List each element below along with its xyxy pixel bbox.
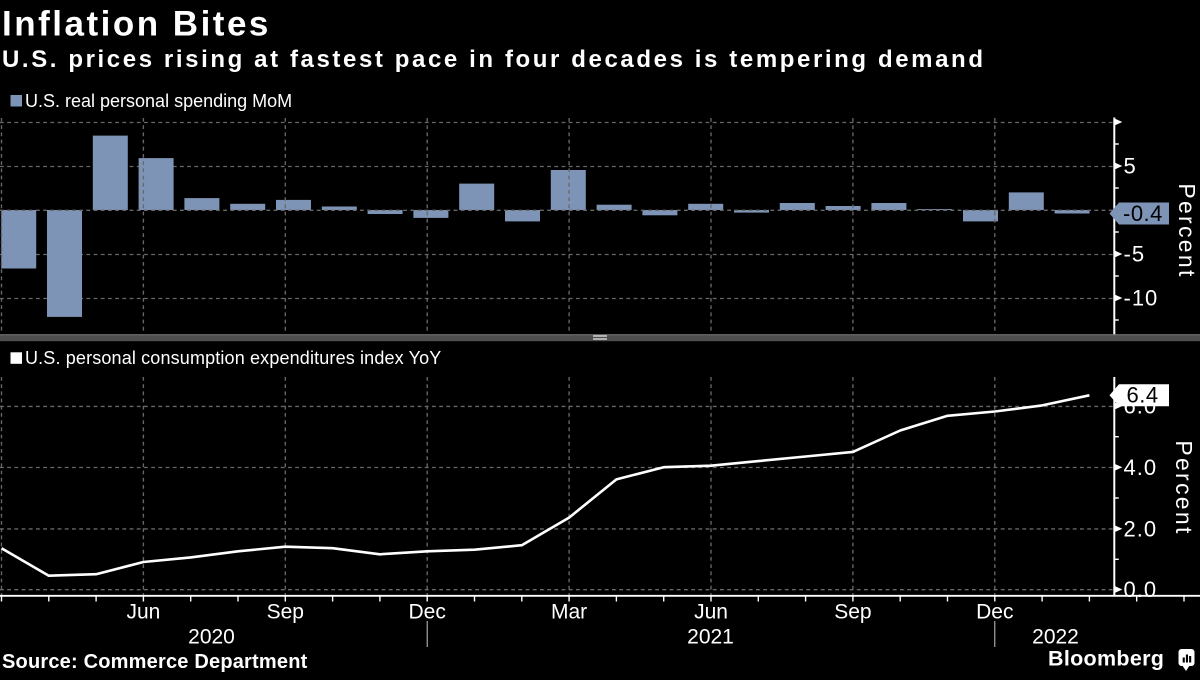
svg-text:Percent: Percent xyxy=(1174,183,1200,278)
svg-text:Jun: Jun xyxy=(694,601,728,624)
svg-text:Dec: Dec xyxy=(976,601,1013,624)
svg-text:U.S. personal consumption expe: U.S. personal consumption expenditures i… xyxy=(25,348,441,368)
svg-text:5: 5 xyxy=(1124,154,1137,179)
svg-text:2022: 2022 xyxy=(1032,626,1079,649)
svg-text:Jun: Jun xyxy=(126,601,160,624)
svg-text:-5: -5 xyxy=(1124,242,1146,267)
svg-text:2020: 2020 xyxy=(188,626,235,649)
svg-text:Bloomberg: Bloomberg xyxy=(1048,647,1164,671)
svg-text:6.4: 6.4 xyxy=(1127,383,1159,408)
svg-text:-0.4: -0.4 xyxy=(1123,201,1163,226)
svg-text:2021: 2021 xyxy=(687,626,734,649)
svg-text:Sep: Sep xyxy=(267,601,304,624)
svg-text:Mar: Mar xyxy=(551,601,587,624)
svg-text:-10: -10 xyxy=(1124,286,1159,311)
svg-text:4.0: 4.0 xyxy=(1124,455,1158,480)
svg-text:0.0: 0.0 xyxy=(1124,577,1158,602)
svg-text:Inflation Bites: Inflation Bites xyxy=(2,5,271,44)
svg-text:Source: Commerce Department: Source: Commerce Department xyxy=(2,651,308,673)
svg-text:Dec: Dec xyxy=(409,601,446,624)
svg-text:U.S. prices rising at fastest: U.S. prices rising at fastest pace in fo… xyxy=(2,46,986,73)
svg-text:U.S. real personal spending Mo: U.S. real personal spending MoM xyxy=(25,91,292,111)
svg-text:2.0: 2.0 xyxy=(1124,516,1158,541)
svg-text:Percent: Percent xyxy=(1171,440,1197,535)
svg-text:Sep: Sep xyxy=(834,601,871,624)
